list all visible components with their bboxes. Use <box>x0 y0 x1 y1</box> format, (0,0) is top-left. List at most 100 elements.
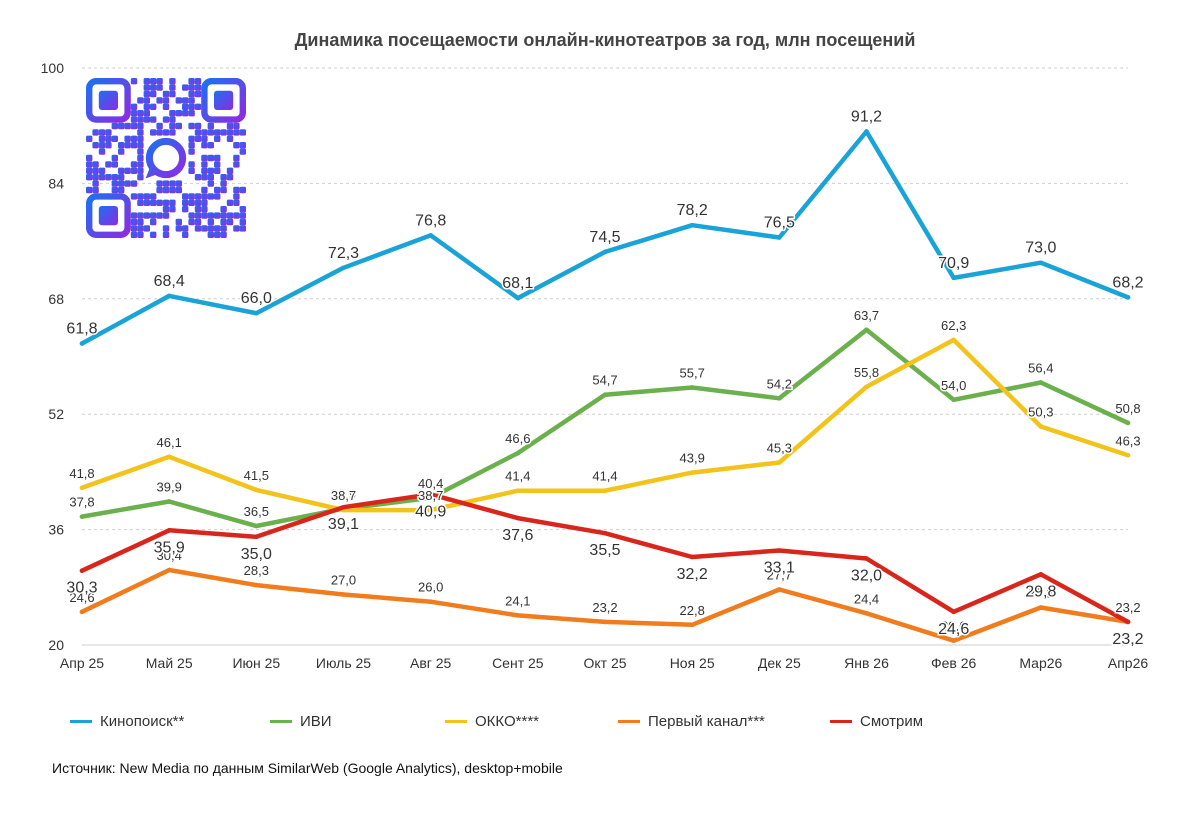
data-label: 68,2 <box>1112 274 1143 291</box>
data-label: 27,0 <box>331 573 356 588</box>
data-label: 91,2 <box>851 108 882 125</box>
data-label: 24,6 <box>938 621 969 638</box>
x-tick-label: Янв 26 <box>844 655 889 671</box>
data-label: 33,1 <box>764 560 795 577</box>
data-label: 32,2 <box>677 566 708 583</box>
data-label: 38,7 <box>418 488 443 503</box>
legend-item: Кинопоиск** <box>70 713 184 730</box>
x-tick-label: Авг 25 <box>410 655 452 671</box>
data-label: 41,4 <box>505 469 530 484</box>
data-point <box>602 530 608 536</box>
x-tick-label: Апр26 <box>1108 655 1148 671</box>
data-label: 41,8 <box>69 466 94 481</box>
data-point <box>1125 420 1131 426</box>
data-point <box>777 396 782 401</box>
data-label: 30,4 <box>157 548 182 563</box>
data-point <box>166 454 172 460</box>
data-label: 72,3 <box>328 245 359 262</box>
data-label: 78,2 <box>677 202 708 219</box>
series-line <box>79 337 1131 513</box>
data-point <box>689 385 695 390</box>
y-tick-label: 52 <box>48 406 64 422</box>
chart-title: Динамика посещаемости онлайн-кинотеатров… <box>294 30 916 50</box>
data-point <box>515 613 521 618</box>
data-label: 46,3 <box>1115 433 1140 448</box>
data-point <box>864 384 869 390</box>
data-label: 46,6 <box>505 431 530 446</box>
data-point <box>79 514 85 519</box>
data-point <box>602 392 608 398</box>
data-label: 54,7 <box>592 373 617 388</box>
data-label: 35,5 <box>589 542 620 559</box>
legend-swatch <box>70 720 92 723</box>
data-label: 22,8 <box>680 603 705 618</box>
data-point <box>777 548 782 553</box>
data-label: 35,0 <box>241 546 272 563</box>
x-tick-label: Апр 25 <box>60 655 104 671</box>
data-point <box>1038 572 1044 577</box>
data-label: 40,4 <box>418 476 443 491</box>
qr-code-icon <box>85 77 246 238</box>
legend-item: Первый канал*** <box>618 713 765 730</box>
data-point <box>254 523 259 529</box>
data-label: 23,2 <box>1112 631 1143 648</box>
legend-swatch <box>830 720 852 723</box>
data-label: 62,3 <box>941 318 966 333</box>
data-label: 55,8 <box>854 365 879 380</box>
data-label: 63,7 <box>854 308 879 323</box>
legend-label: ОККО**** <box>475 713 539 730</box>
data-point <box>951 275 956 281</box>
data-point <box>602 249 608 255</box>
data-point <box>777 587 782 592</box>
data-point <box>777 460 782 465</box>
data-label: 37,6 <box>502 527 533 544</box>
data-label: 70,9 <box>938 255 969 272</box>
data-point <box>1125 453 1131 458</box>
data-label: 24,4 <box>854 591 879 606</box>
data-point <box>341 592 346 597</box>
data-point <box>254 310 259 316</box>
x-tick-label: Май 25 <box>146 655 193 671</box>
data-label: 68,1 <box>502 275 533 292</box>
data-label: 39,1 <box>328 516 359 533</box>
data-point <box>515 515 521 521</box>
x-tick-label: Фев 26 <box>931 655 977 671</box>
source-note: Источник: New Media по данным SimilarWeb… <box>52 760 563 776</box>
legend-label: ИВИ <box>300 713 332 730</box>
x-tick-label: Окт 25 <box>583 655 626 671</box>
x-tick-label: Мар26 <box>1019 655 1062 671</box>
data-point <box>602 488 608 493</box>
series-lines <box>79 129 1131 643</box>
data-point <box>428 233 433 238</box>
data-point <box>166 499 172 504</box>
y-tick-label: 84 <box>48 175 64 191</box>
data-point <box>864 610 869 616</box>
legend-swatch <box>270 720 292 723</box>
data-label: 23,2 <box>1115 600 1140 615</box>
data-point <box>1125 619 1131 625</box>
data-point <box>166 528 172 533</box>
x-tick-label: Июль 25 <box>316 655 371 671</box>
data-point <box>428 491 433 497</box>
data-point <box>515 295 521 301</box>
data-label: 68,4 <box>154 273 185 290</box>
data-point <box>951 638 956 643</box>
grid-lines <box>82 67 1128 646</box>
data-label: 41,5 <box>244 468 269 483</box>
data-point <box>689 622 695 628</box>
data-label: 40,9 <box>415 503 446 520</box>
data-label: 43,9 <box>680 451 705 466</box>
data-point <box>515 488 521 493</box>
legend-label: Кинопоиск** <box>100 713 185 730</box>
legend-item: ОККО**** <box>445 713 539 730</box>
data-label: 74,5 <box>589 229 620 246</box>
legend-item: Смотрим <box>830 713 923 730</box>
data-label: 38,7 <box>331 488 356 503</box>
legend-swatch <box>445 720 467 723</box>
data-point <box>689 222 695 228</box>
data-point <box>254 487 259 493</box>
legend: Кинопоиск** ИВИ ОККО**** Первый канал*** Смо… <box>70 713 1170 735</box>
data-point <box>777 235 782 240</box>
data-label: 46,1 <box>157 435 182 450</box>
data-label: 30,3 <box>66 580 97 597</box>
